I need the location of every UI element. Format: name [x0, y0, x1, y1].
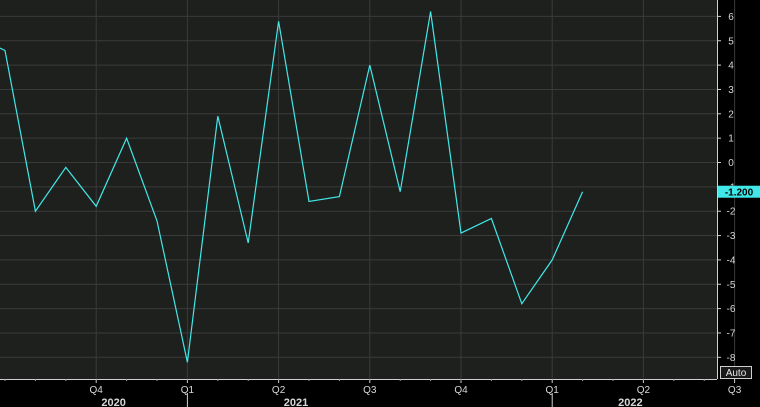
year-label: 2020: [101, 397, 125, 407]
y-tick-label: 1: [728, 134, 734, 145]
x-tick-label: Q3: [728, 385, 742, 396]
x-tick-label: Q2: [637, 385, 651, 396]
y-tick-label: -5: [727, 280, 736, 291]
y-tick-label: -6: [727, 304, 736, 315]
x-tick-label: Q4: [90, 385, 104, 396]
x-tick-label: Q4: [454, 385, 468, 396]
y-tick-label: 2: [728, 109, 734, 120]
year-label: 2022: [618, 397, 642, 407]
x-tick-label: Q2: [272, 385, 286, 396]
x-tick-label: Q1: [546, 385, 560, 396]
y-tick-label: -8: [727, 353, 736, 364]
gridlines: [0, 0, 736, 379]
y-tick-label: 6: [728, 12, 734, 23]
last-value-marker: -1.200: [718, 185, 760, 199]
last-value-label: -1.200: [725, 188, 754, 199]
y-tick-label: -7: [727, 328, 736, 339]
x-tick-label: Q3: [363, 385, 377, 396]
year-label: 2021: [284, 397, 308, 407]
y-tick-label: -3: [727, 231, 736, 242]
last-value-box: [718, 185, 760, 198]
y-tick-label: 3: [728, 85, 734, 96]
y-tick-label: -4: [727, 255, 736, 266]
plot-area: [0, 0, 717, 379]
y-tick-label: 5: [728, 36, 734, 47]
series-line: [0, 11, 584, 363]
y-tick-label: -2: [727, 207, 736, 218]
x-tick-label: Q1: [181, 385, 195, 396]
y-tick-label: 4: [728, 61, 734, 72]
y-tick-label: 0: [728, 158, 734, 169]
x-axis-ticks: Q4 Q1 Q2 Q3 Q4 Q1 Q2 Q3: [4, 379, 742, 396]
auto-scale-label: Auto: [726, 368, 747, 379]
year-labels: 2020 2021 2022: [101, 393, 643, 407]
auto-scale-button[interactable]: Auto: [720, 366, 752, 380]
